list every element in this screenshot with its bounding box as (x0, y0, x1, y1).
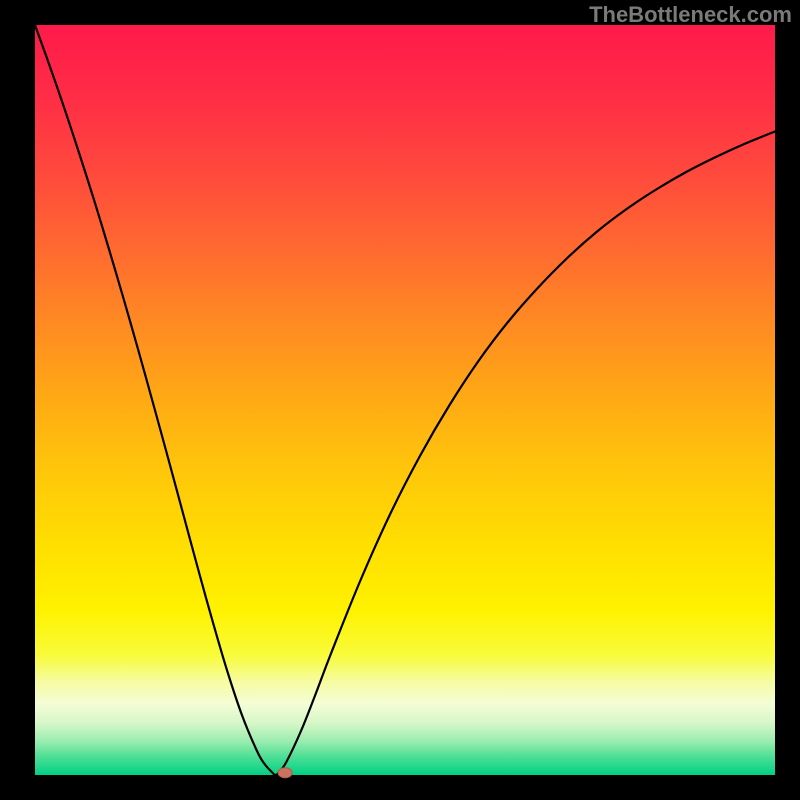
chart-container: TheBottleneck.com (0, 0, 800, 800)
plot-background (35, 25, 775, 775)
minimum-marker (278, 768, 292, 778)
bottleneck-chart (0, 0, 800, 800)
watermark-text: TheBottleneck.com (589, 2, 792, 28)
